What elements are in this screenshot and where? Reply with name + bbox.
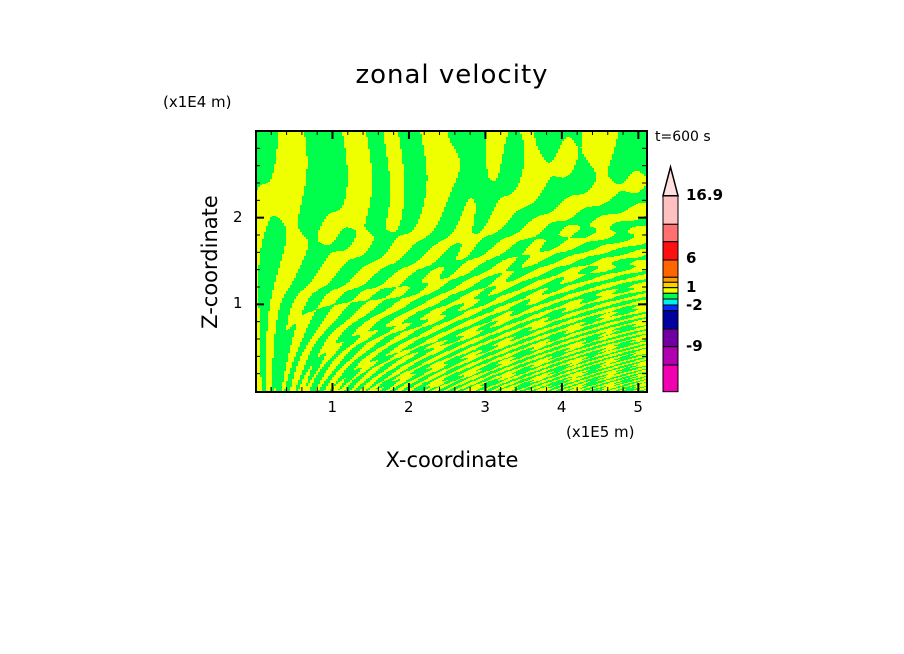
z-axis-unit: (x1E4 m) [163, 93, 232, 111]
x-axis-label: X-coordinate [385, 448, 519, 472]
time-label: t=600 s [655, 129, 711, 145]
colorbar-segment [662, 276, 679, 283]
colorbar-segment [662, 292, 679, 300]
y-tick-label: 1 [233, 294, 243, 313]
x-tick-label: 1 [327, 398, 338, 416]
colorbar-segment [662, 364, 679, 393]
colorbar-label: 16.9 [686, 186, 724, 204]
colorbar-segment [662, 346, 679, 366]
x-tick-label: 3 [480, 398, 490, 416]
colorbar-label: 6 [686, 249, 697, 267]
x-tick-label: 2 [403, 398, 414, 416]
x-axis-unit: (x1E5 m) [566, 423, 635, 441]
x-tick-label: 4 [556, 398, 567, 416]
contour-field [256, 131, 646, 391]
colorbar-label: 1 [686, 278, 697, 296]
colorbar-label: -9 [686, 337, 703, 355]
chart-title: zonal velocity [355, 60, 549, 90]
colorbar-extend-arrow [662, 164, 679, 197]
colorbar-label: -2 [686, 296, 703, 314]
colorbar-segment [662, 223, 679, 243]
colorbar-segment [662, 195, 679, 225]
colorbar-segment [662, 328, 679, 348]
plot-frame [255, 130, 648, 393]
colorbar-segment [662, 310, 679, 330]
colorbar-segment [662, 287, 679, 294]
colorbar-segment [662, 304, 679, 312]
colorbar-segment [662, 259, 679, 278]
colorbar-segment [662, 281, 679, 289]
x-tick-label: 5 [633, 398, 643, 416]
colorbar-segment [662, 298, 679, 306]
y-tick-label: 2 [233, 207, 243, 226]
colorbar-segment [662, 241, 679, 261]
